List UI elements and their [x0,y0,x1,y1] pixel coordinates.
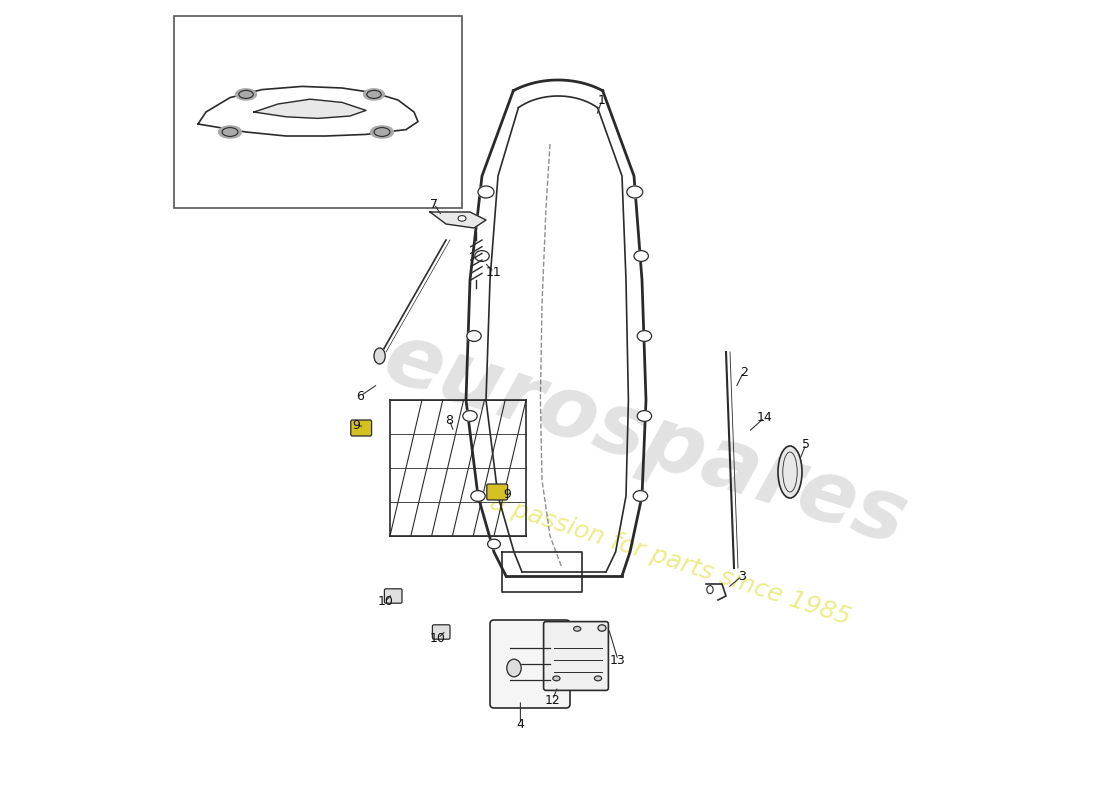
Text: 13: 13 [610,654,626,666]
FancyBboxPatch shape [487,484,507,500]
Polygon shape [254,99,366,118]
Ellipse shape [634,490,648,502]
Ellipse shape [466,330,481,342]
Bar [174,16,462,208]
Polygon shape [198,86,418,136]
FancyBboxPatch shape [490,620,570,708]
Ellipse shape [374,348,385,364]
Text: 1: 1 [598,94,606,106]
Ellipse shape [371,126,394,138]
Text: 7: 7 [430,198,438,210]
Ellipse shape [637,330,651,342]
Ellipse shape [598,625,606,631]
Ellipse shape [471,490,485,502]
Text: a passion for parts since 1985: a passion for parts since 1985 [486,490,854,630]
Text: 2: 2 [739,366,748,378]
Ellipse shape [573,626,581,631]
Ellipse shape [594,676,602,681]
Text: 14: 14 [757,411,772,424]
Ellipse shape [219,126,241,138]
Ellipse shape [478,186,494,198]
Text: 3: 3 [738,570,746,582]
Ellipse shape [364,89,384,100]
Text: 11: 11 [486,266,502,278]
FancyBboxPatch shape [432,625,450,639]
Ellipse shape [475,250,490,262]
Ellipse shape [778,446,802,498]
Ellipse shape [463,410,477,422]
Text: 4: 4 [517,718,525,730]
Text: 6: 6 [356,390,364,402]
Ellipse shape [507,659,521,677]
FancyBboxPatch shape [543,622,608,690]
Text: 10: 10 [430,632,446,645]
Ellipse shape [627,186,642,198]
Text: 9: 9 [503,488,510,501]
Ellipse shape [458,215,466,221]
Text: 12: 12 [544,694,560,706]
Text: 5: 5 [802,438,810,450]
Ellipse shape [235,89,256,100]
Text: 9: 9 [352,419,361,432]
Text: eurospares: eurospares [374,317,917,563]
Polygon shape [430,212,486,228]
Text: 10: 10 [377,595,393,608]
Ellipse shape [707,586,713,594]
Ellipse shape [637,410,651,422]
Text: 8: 8 [446,414,453,426]
Ellipse shape [487,539,500,549]
Ellipse shape [553,676,560,681]
FancyBboxPatch shape [384,589,402,603]
FancyBboxPatch shape [351,420,372,436]
Ellipse shape [634,250,648,262]
